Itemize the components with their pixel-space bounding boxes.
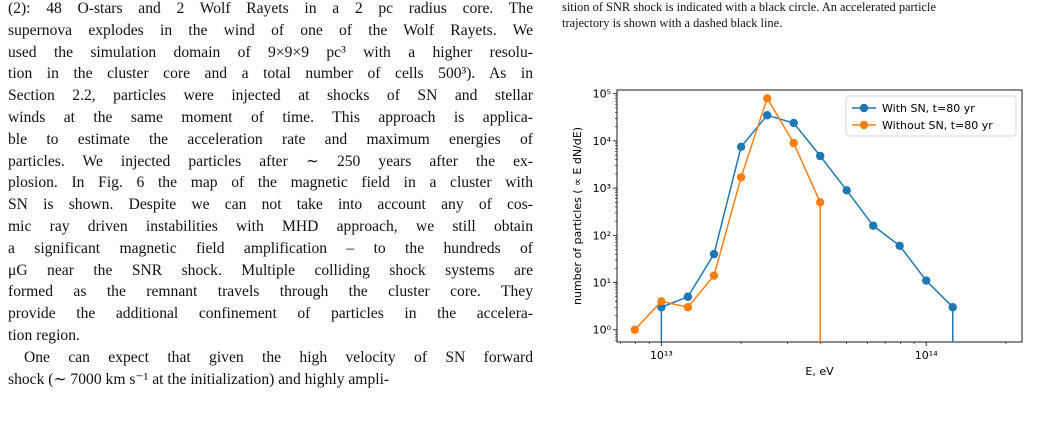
body-line: winds at the same moment of time. This a… [8, 108, 533, 126]
y-tick-label: 10⁵ [593, 88, 611, 101]
body-line: supernova explodes in the wind of one of… [8, 21, 533, 39]
body-text-column: (2): 48 O-stars and 2 Wolf Rayets in a 2… [8, 0, 533, 390]
data-point [789, 138, 798, 148]
legend-label: Without SN, t=80 yr [882, 119, 993, 132]
data-point [736, 142, 746, 152]
y-tick-label: 10³ [593, 182, 611, 195]
caption-line: sition of SNR shock is indicated with a … [562, 0, 936, 14]
data-point [921, 276, 931, 285]
body-line: used the simulation domain of 9×9×9 pc³ … [8, 43, 533, 61]
body-line: particles. We injected particles after ∼… [8, 152, 533, 170]
legend-swatch-marker [859, 120, 869, 130]
data-point [709, 249, 719, 259]
data-point [895, 241, 904, 251]
data-point [816, 151, 825, 161]
data-point [683, 292, 693, 301]
y-tick-label: 10⁰ [593, 324, 612, 337]
legend-label: With SN, t=80 yr [882, 102, 975, 115]
body-line: ble to estimate the acceleration rate an… [8, 130, 533, 148]
x-tick-label: 10¹⁴ [915, 349, 938, 362]
data-point [657, 303, 666, 312]
data-point [948, 303, 957, 312]
body-line: tion region. [8, 326, 80, 344]
body-line: (2): 48 O-stars and 2 Wolf Rayets in a 2… [8, 0, 533, 17]
body-line: One can expect that given the high veloc… [24, 348, 533, 366]
data-point [789, 118, 798, 128]
data-point [657, 297, 666, 306]
x-axis-label: E, eV [805, 365, 834, 378]
x-tick-label: 10¹³ [650, 349, 673, 362]
y-tick-label: 10² [593, 229, 611, 242]
legend-box [845, 95, 1017, 137]
data-point [683, 303, 693, 312]
caption-line: trajectory is shown with a dashed black … [562, 15, 783, 30]
data-point [869, 221, 878, 230]
y-tick-label: 10¹ [593, 277, 611, 290]
y-tick-label: 10⁴ [593, 135, 612, 148]
body-line: formed as the remnant travels through th… [8, 283, 533, 301]
body-line: plosion. In Fig. 6 the map of the magnet… [8, 174, 533, 192]
y-axis-label: number of particles ( ∝ E dN/dE) [571, 127, 584, 305]
body-line: tion in the cluster core and a total num… [8, 65, 533, 83]
data-point [842, 186, 851, 195]
data-point [736, 173, 746, 182]
data-point [816, 198, 825, 207]
energy-spectrum-chart: 10⁰ 10¹ 10² 10³ 10⁴ 10⁵ 10¹³ 10¹⁴ E, eV number of… [571, 88, 1023, 378]
body-line: a significant magnetic field amplificati… [8, 239, 533, 257]
body-line: shock (∼ 7000 km s⁻¹ at the initializati… [8, 370, 390, 388]
body-paragraph: (2): 48 O-stars and 2 Wolf Rayets in a 2… [8, 0, 533, 390]
body-line: Section 2.2, particles were injected at … [8, 87, 533, 105]
data-point [763, 111, 772, 120]
data-point [630, 325, 640, 334]
figure-caption: sition of SNR shock is indicated with a … [562, 0, 1047, 31]
series-line [634, 96, 821, 331]
series-line [661, 114, 954, 308]
legend-swatch-marker [859, 103, 869, 113]
caption-column: sition of SNR shock is indicated with a … [562, 0, 1047, 31]
body-line: provide the additional confinement of pa… [8, 305, 533, 323]
body-line: μG near the SNR shock. Multiple collidin… [8, 261, 533, 279]
data-point [763, 94, 772, 103]
body-line: SN is shown. Despite we can not take int… [8, 196, 533, 214]
body-line: mic ray driven instabilities with MHD ap… [8, 217, 533, 235]
data-point [709, 271, 719, 280]
